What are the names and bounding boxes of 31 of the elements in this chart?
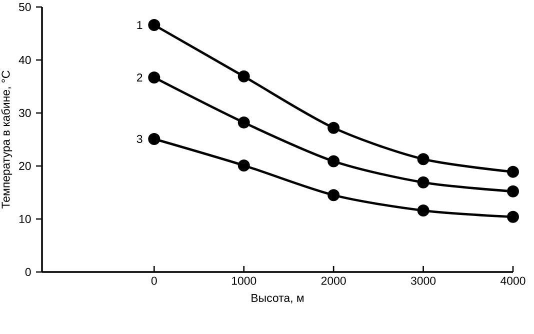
point — [148, 132, 160, 145]
x-tick-label: 0 — [151, 276, 157, 285]
series-label: 2 — [136, 73, 142, 82]
y-tick-label: 40 — [18, 56, 31, 64]
point — [417, 176, 430, 188]
point — [506, 185, 519, 198]
y-tick-label: 0 — [25, 268, 31, 276]
y-tick-label: 20 — [19, 162, 31, 170]
point — [148, 19, 160, 32]
x-tick-label: 3000 — [410, 276, 436, 285]
point — [328, 155, 340, 168]
x-tick-label: 2000 — [321, 276, 346, 285]
x-tick-label: 1000 — [232, 276, 256, 285]
point — [238, 159, 250, 172]
y-tick-label: 30 — [18, 108, 31, 118]
point — [328, 189, 340, 202]
point — [328, 122, 340, 134]
y-axis-title: Температура в кабине, °C — [1, 70, 12, 208]
x-axis-title: Высота, м — [252, 294, 304, 304]
point — [238, 116, 250, 129]
point — [506, 166, 519, 178]
point — [238, 70, 250, 82]
point — [417, 204, 430, 217]
x-tick-label: 4000 — [500, 276, 526, 285]
y-tick-label: 50 — [19, 2, 31, 12]
point — [417, 153, 430, 166]
y-tick-label: 10 — [19, 214, 31, 224]
series-label: 1 — [137, 21, 142, 29]
point — [506, 210, 519, 223]
series-label: 3 — [136, 134, 142, 144]
point — [148, 71, 160, 84]
